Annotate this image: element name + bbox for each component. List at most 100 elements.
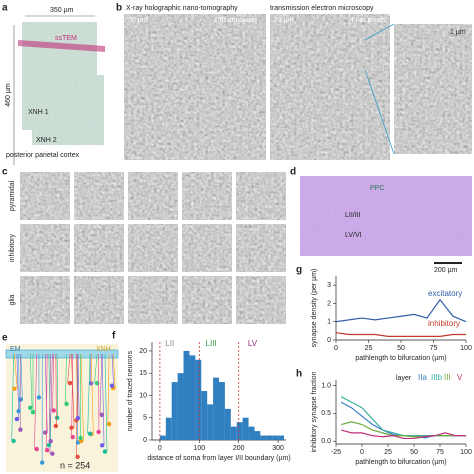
soma [67, 380, 73, 386]
cell-image [20, 224, 70, 272]
bar [242, 417, 249, 440]
neuron-trace [11, 353, 14, 442]
bar [177, 373, 184, 440]
y-tick-label: 1 [327, 319, 331, 326]
count-label: n = 254 [60, 460, 90, 470]
neuron-trace [20, 353, 23, 400]
region-label: PPC [370, 185, 384, 192]
y-tick-label: 0 [143, 437, 147, 444]
cell-image [182, 276, 232, 324]
neuron-trace [111, 353, 114, 386]
layer-upper: LII/III [345, 212, 361, 219]
panel-e: e EM XNH n = 254 [2, 333, 119, 472]
panel-c: c pyramidal inhibitory glia [2, 167, 286, 324]
x-tick-label: 50 [397, 345, 405, 352]
soma [78, 435, 83, 441]
neuron-trace [99, 353, 103, 415]
right-title: transmission electron microscopy [270, 5, 374, 12]
x-tick-label: -25 [331, 449, 341, 456]
height-label: 460 µm [5, 83, 12, 107]
soma [11, 438, 16, 444]
soma [43, 430, 48, 435]
neuron-trace [104, 353, 108, 452]
cell-image [182, 172, 232, 220]
panel-label: f [112, 331, 116, 342]
bar [266, 435, 273, 440]
cell-image [128, 276, 178, 324]
y-tick-label: 0.5 [321, 410, 331, 417]
scale-label: 200 µm [434, 267, 458, 274]
soma [28, 405, 33, 411]
y-tick-label: 15 [139, 370, 147, 377]
panel-d: d PPC LII/III LV/VI 200 µm [290, 167, 472, 274]
xnh1-label: XNH 1 [28, 109, 49, 116]
inset-image [393, 23, 473, 155]
bar [159, 435, 166, 440]
bar [195, 359, 202, 440]
panel-label: b [116, 3, 122, 14]
x-tick-label: 25 [365, 345, 373, 352]
left-title: X-ray holographic nano-tomography [126, 5, 238, 12]
soma [51, 408, 56, 413]
soma [14, 416, 20, 422]
x-tick-label: 75 [430, 345, 438, 352]
soma [106, 421, 112, 427]
cell-image [74, 276, 124, 324]
neuron-trace [18, 353, 20, 412]
neuron-trace [67, 353, 71, 384]
row-label: glia [9, 294, 16, 305]
x-axis-title: pathlength to bifurcation (µm) [355, 355, 446, 362]
row-label: pyramidal [9, 180, 16, 211]
neuron-trace [34, 353, 38, 450]
panel-label: e [2, 333, 8, 344]
soma [102, 449, 108, 454]
panel-label: a [2, 3, 8, 14]
em-band [5, 349, 119, 359]
bar [207, 404, 214, 440]
legend-entry: IIIb [431, 373, 443, 382]
bar [254, 431, 261, 440]
series-line [341, 429, 466, 440]
legend-title: layer [396, 375, 412, 382]
y-tick-label: 2 [327, 300, 331, 307]
y-tick-label: 5 [143, 415, 147, 422]
neuron-trace [14, 353, 18, 389]
y-tick-label: 0.0 [321, 438, 331, 445]
em-label: EM [10, 346, 21, 353]
soma [69, 425, 74, 430]
y-tick-label: 20 [139, 348, 147, 355]
x-tick-label: 50 [410, 449, 418, 456]
inset-connector [364, 69, 395, 155]
xnh-label: XNH [96, 346, 111, 353]
y-axis-title: synapse density (per µm) [311, 269, 318, 348]
neuron-trace [55, 353, 57, 426]
x-tick-label: 0 [334, 345, 338, 352]
neuron-trace [112, 353, 116, 389]
panel-b: b X-ray holographic nano-tomography 20 µ… [116, 3, 473, 160]
panel-a: a 350 µm 460 µm ssTEM XNH 1 XNH 2 poster… [2, 3, 105, 165]
panel-label: h [296, 369, 302, 380]
xnh-image [124, 14, 266, 160]
neuron-trace [76, 353, 79, 421]
soma [12, 386, 17, 391]
bar [171, 382, 178, 440]
neuron-trace [64, 353, 67, 404]
series-line [340, 396, 466, 437]
x-tick-label: 0 [158, 445, 162, 452]
cell-image [74, 224, 124, 272]
cell-image [236, 172, 286, 220]
soma [88, 381, 94, 386]
soma [50, 451, 55, 456]
soma [36, 395, 42, 400]
soma [109, 383, 115, 388]
legend-entry: V [457, 373, 463, 382]
scale-bar [434, 262, 462, 264]
neuron-trace [56, 353, 58, 418]
x-tick-label: 300 [272, 445, 284, 452]
bar [213, 377, 219, 440]
legend-entry: IIa [418, 373, 427, 382]
neuron-trace [71, 353, 75, 428]
soma [16, 408, 21, 414]
xnh2-label: XNH 2 [36, 137, 57, 144]
